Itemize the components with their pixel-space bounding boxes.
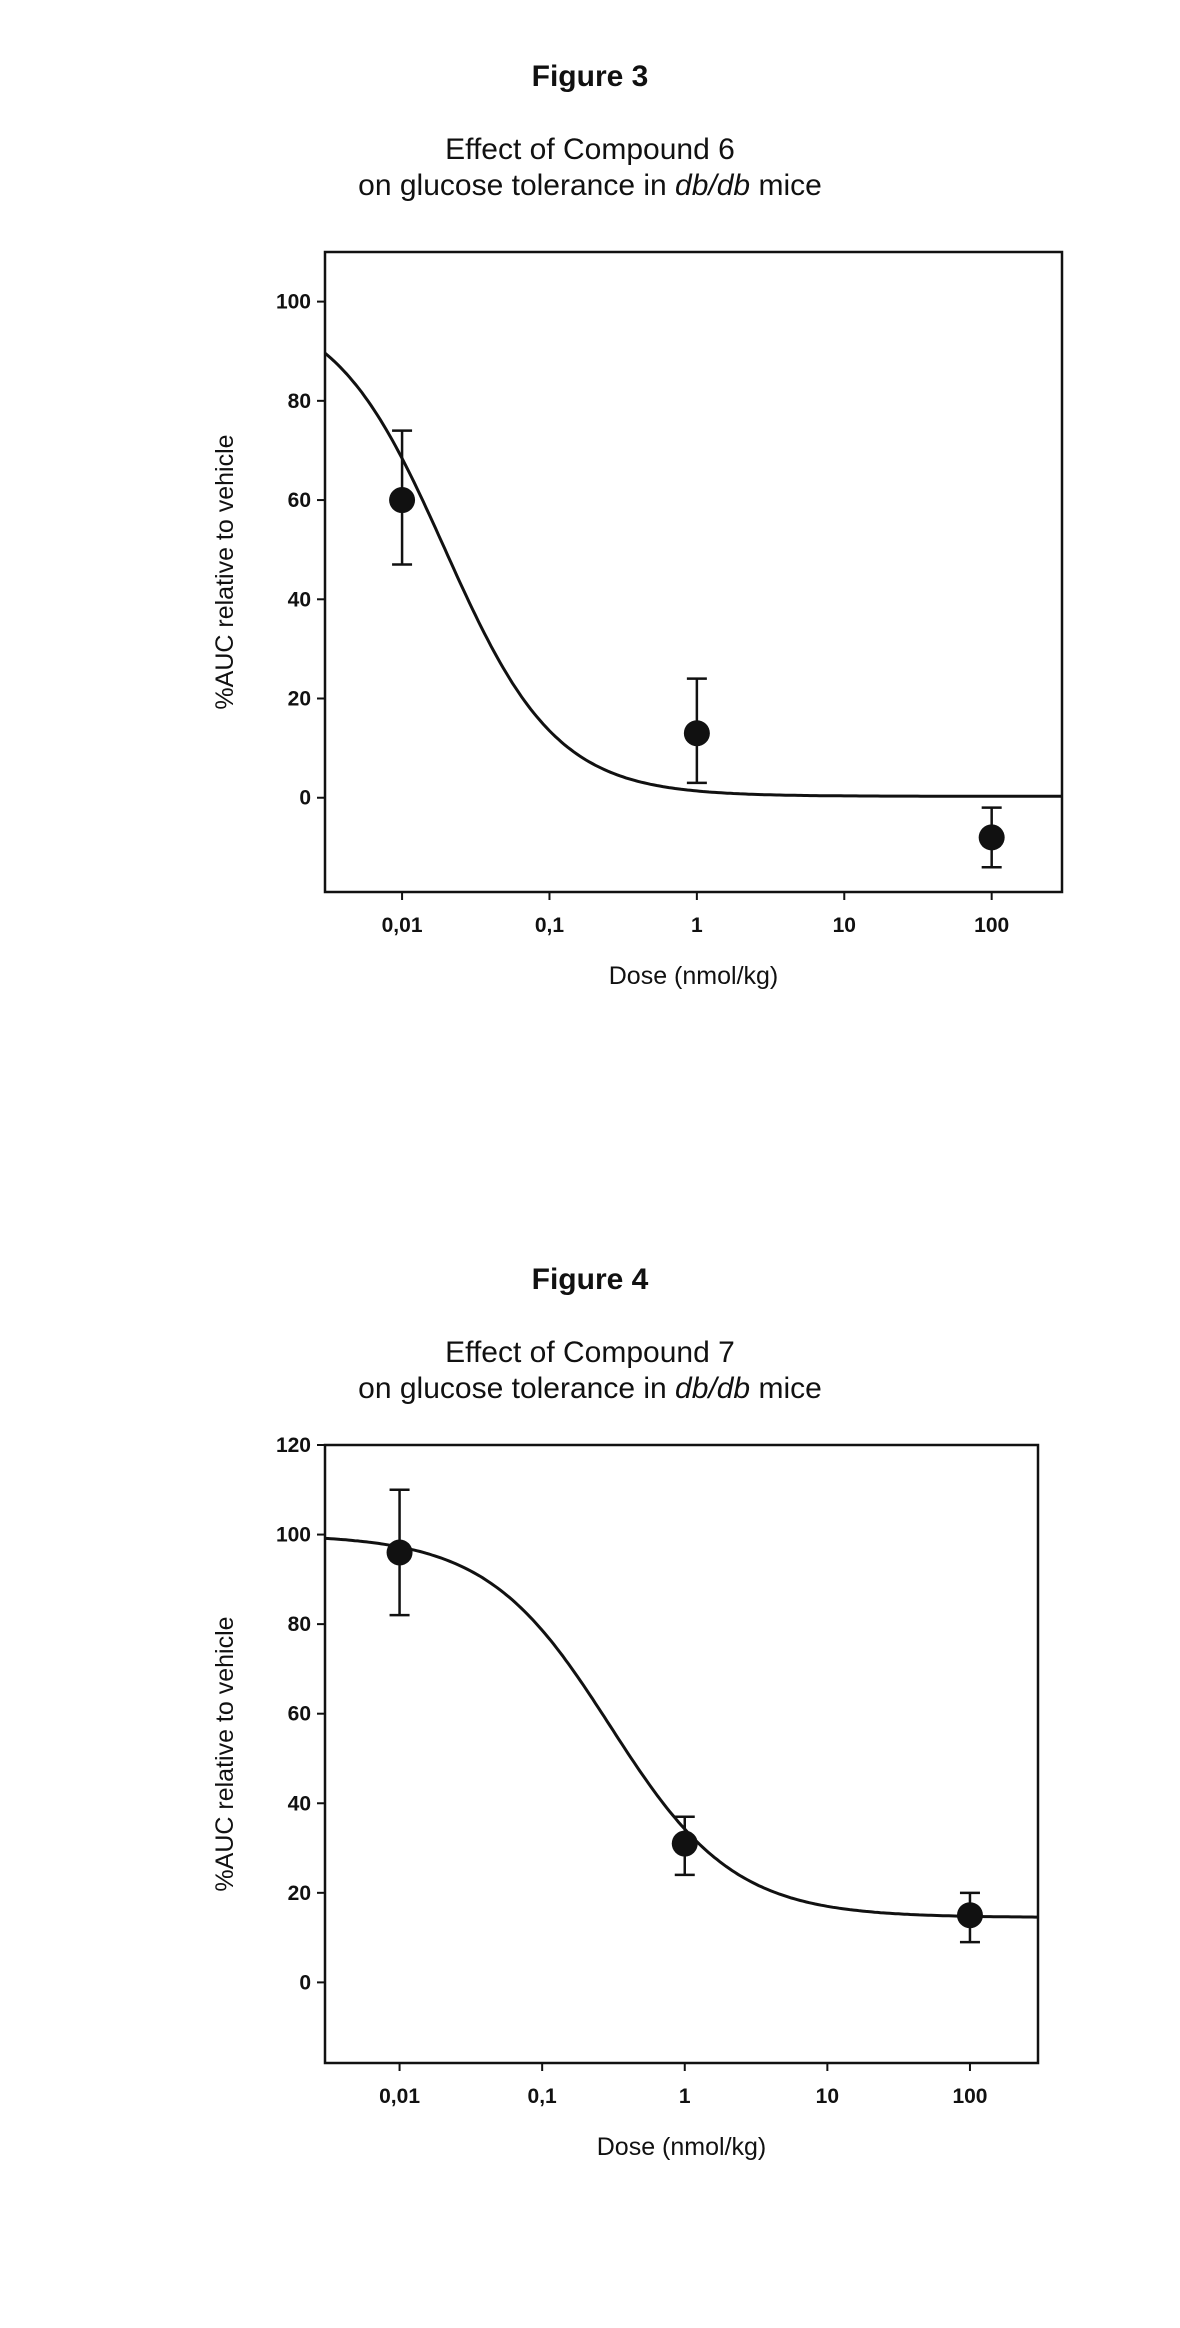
chart-1-y-tick-label: 40	[288, 588, 311, 611]
figure-3-label: Figure 3	[0, 60, 1180, 94]
chart-2-x-tick-label: 0,1	[528, 2085, 558, 2108]
chart-2-x-tick-label: 1	[679, 2085, 691, 2108]
chart-2-data-point	[957, 1902, 983, 1928]
chart-1-y-tick-label: 0	[299, 787, 311, 810]
chart-1-x-tick-label: 10	[833, 914, 856, 937]
chart-2-y-tick-label: 120	[276, 1434, 311, 1457]
chart-2-y-tick-label: 40	[288, 1792, 311, 1815]
chart-1-title-line2: on glucose tolerance in db/db mice	[0, 168, 1180, 204]
chart-2-data-point	[672, 1831, 698, 1857]
chart-2-x-axis-label: Dose (nmol/kg)	[597, 2133, 767, 2161]
chart-1-title-line1: Effect of Compound 6	[0, 132, 1180, 168]
chart-2-y-tick-label: 0	[299, 1971, 311, 1994]
chart-1-data-point	[979, 824, 1005, 850]
chart-2-title: Effect of Compound 7 on glucose toleranc…	[0, 1335, 1180, 1407]
chart-2-y-tick-label: 60	[288, 1703, 311, 1726]
chart-1-y-axis-label: %AUC relative to vehicle	[211, 434, 239, 709]
chart-2-x-tick-label: 10	[816, 2085, 839, 2108]
chart-1-x-tick-label: 0,01	[382, 914, 423, 937]
chart-2-y-axis-label: %AUC relative to vehicle	[211, 1616, 239, 1891]
chart-1-y-tick-label: 60	[288, 489, 311, 512]
chart-1-data-point	[684, 720, 710, 746]
figure-4-label: Figure 4	[0, 1263, 1180, 1297]
chart-2-fit-curve	[325, 1538, 1038, 1917]
chart-2: 0 20 40 60 80 100 120 0,01 0,1 1 10 100 Dose (nmol/k…	[0, 1420, 1180, 2220]
chart-1-title: Effect of Compound 6 on glucose toleranc…	[0, 132, 1180, 204]
chart-1-title-em: db/db	[675, 169, 750, 202]
chart-1: 0 20 40 60 80 100 0,01 0,1 1 10 100 Dose (nmol/kg)%…	[0, 200, 1180, 1000]
chart-1-x-tick-label: 0,1	[535, 914, 565, 937]
chart-1-y-tick-label: 80	[288, 390, 311, 413]
chart-2-y-tick-label: 80	[288, 1613, 311, 1636]
chart-2-plot-frame	[325, 1445, 1038, 2063]
chart-2-title-line2: on glucose tolerance in db/db mice	[0, 1371, 1180, 1407]
chart-2-y-tick-label: 100	[276, 1524, 311, 1547]
chart-2-x-tick-label: 100	[952, 2085, 987, 2108]
chart-2-y-tick-label: 20	[288, 1882, 311, 1905]
chart-1-x-tick-label: 1	[691, 914, 703, 937]
chart-2-title-line1: Effect of Compound 7	[0, 1335, 1180, 1371]
chart-1-x-tick-label: 100	[974, 914, 1009, 937]
chart-2-x-tick-label: 0,01	[379, 2085, 420, 2108]
chart-2-data-point	[387, 1539, 413, 1565]
chart-1-data-point	[389, 487, 415, 513]
chart-1-y-tick-label: 20	[288, 688, 311, 711]
chart-1-y-tick-label: 100	[276, 291, 311, 314]
chart-1-x-axis-label: Dose (nmol/kg)	[609, 962, 779, 990]
chart-2-title-em: db/db	[675, 1372, 750, 1405]
